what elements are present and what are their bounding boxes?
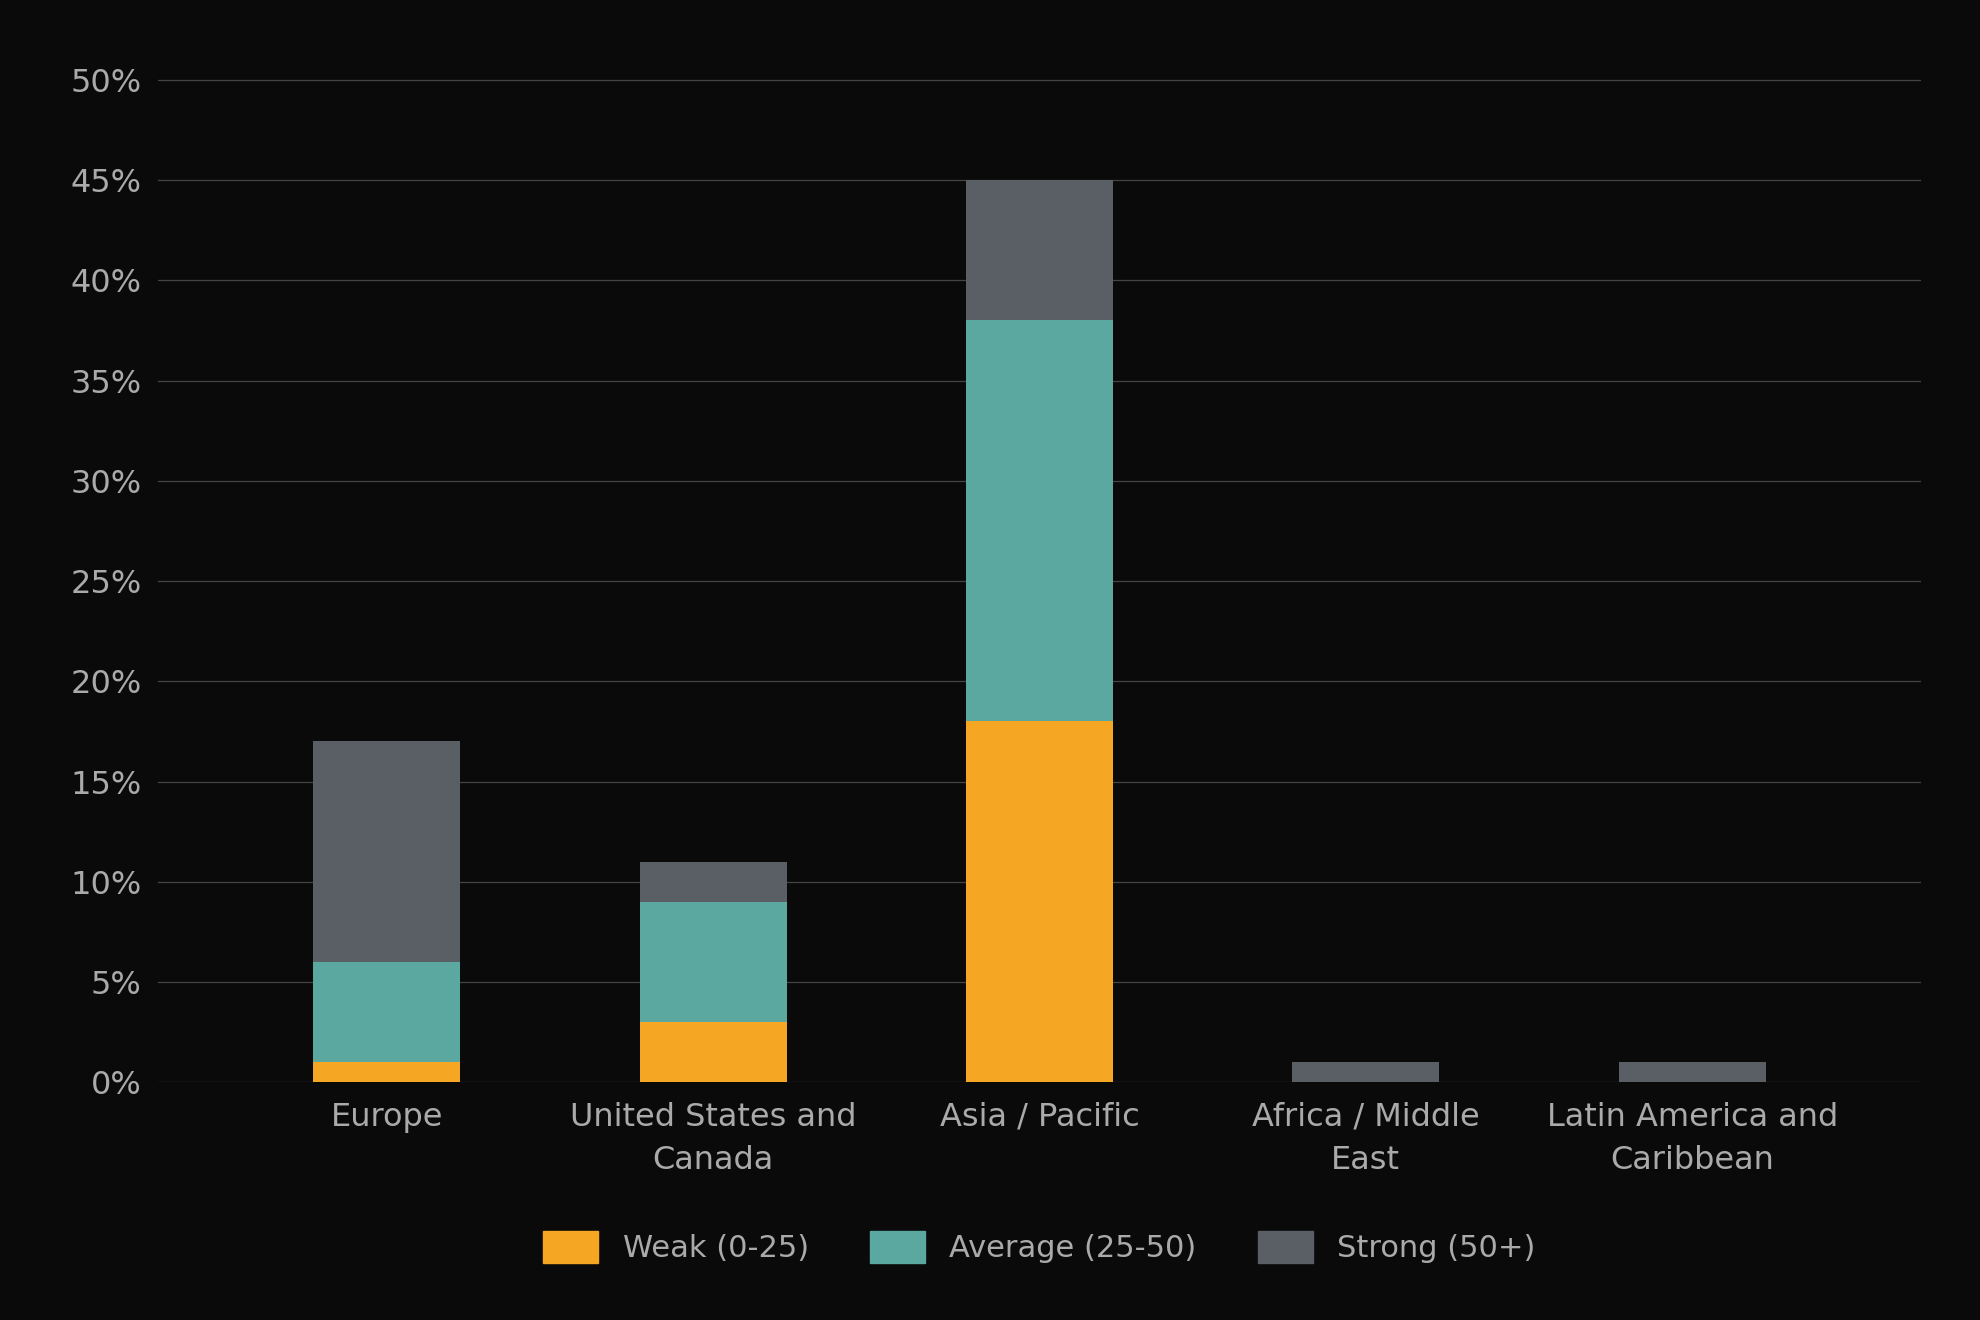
Bar	[1293, 1063, 1439, 1082]
Bar	[966, 180, 1113, 321]
Bar	[1620, 1063, 1766, 1082]
Legend: Weak (0-25), Average (25-50), Strong (50+): Weak (0-25), Average (25-50), Strong (50…	[531, 1220, 1548, 1275]
Bar	[966, 321, 1113, 722]
Bar	[640, 862, 786, 902]
Bar	[966, 722, 1113, 1082]
Bar	[313, 1063, 459, 1082]
Bar	[313, 742, 459, 962]
Bar	[640, 902, 786, 1022]
Bar	[313, 962, 459, 1063]
Bar	[640, 1022, 786, 1082]
